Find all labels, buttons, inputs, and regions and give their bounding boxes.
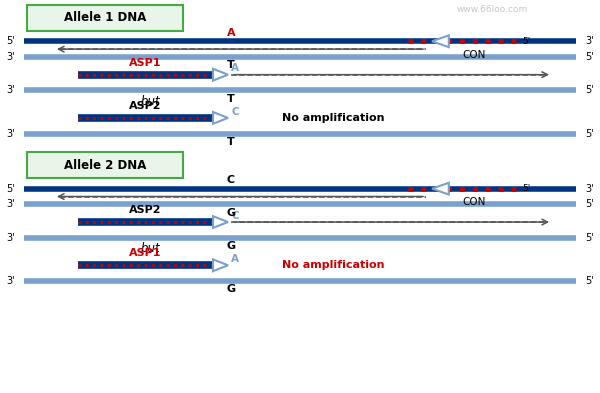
Text: ASP2: ASP2 [129,101,162,111]
Text: C: C [231,211,239,221]
Text: 3': 3' [7,199,15,209]
Text: 3': 3' [7,85,15,95]
Text: No amplification: No amplification [282,260,385,270]
Text: 5': 5' [585,129,594,139]
Text: A: A [231,64,239,73]
Text: 5': 5' [585,199,594,209]
Text: T: T [227,94,235,103]
Text: 5': 5' [585,52,594,62]
Text: ASP2: ASP2 [129,205,162,215]
Text: 5': 5' [6,36,15,46]
Text: 3': 3' [7,52,15,62]
Text: CON: CON [463,197,485,207]
FancyBboxPatch shape [27,5,183,31]
Polygon shape [213,69,228,81]
Text: 5': 5' [585,233,594,243]
Text: 3': 3' [7,233,15,243]
Text: A: A [227,28,235,38]
Text: T: T [227,60,235,70]
Text: C: C [231,107,239,117]
Polygon shape [213,216,228,228]
Text: 5': 5' [585,85,594,95]
Polygon shape [432,35,449,47]
Text: but: but [140,95,160,108]
Text: A: A [231,254,239,264]
Text: ASP1: ASP1 [129,248,162,258]
FancyBboxPatch shape [27,152,183,178]
Text: G: G [226,208,236,217]
Text: G: G [226,284,236,294]
Text: ASP1: ASP1 [129,58,162,68]
Text: 3': 3' [585,36,593,46]
Text: G: G [226,241,236,251]
Text: 5': 5' [522,184,530,193]
Text: but: but [140,242,160,255]
Text: 3': 3' [585,184,593,194]
Polygon shape [213,112,228,124]
Text: 5': 5' [522,37,530,46]
Text: C: C [227,176,235,185]
Text: T: T [227,137,235,147]
Text: No amplification: No amplification [282,113,385,123]
Text: 5': 5' [6,184,15,194]
Polygon shape [213,259,228,271]
Text: Allele 2 DNA: Allele 2 DNA [64,158,146,172]
Text: 5': 5' [585,276,594,286]
Text: www.66loo.com: www.66loo.com [457,6,527,14]
Polygon shape [432,183,449,195]
Text: 3': 3' [7,129,15,139]
Text: 3': 3' [7,276,15,286]
Text: Allele 1 DNA: Allele 1 DNA [64,11,146,24]
Text: CON: CON [463,50,485,60]
